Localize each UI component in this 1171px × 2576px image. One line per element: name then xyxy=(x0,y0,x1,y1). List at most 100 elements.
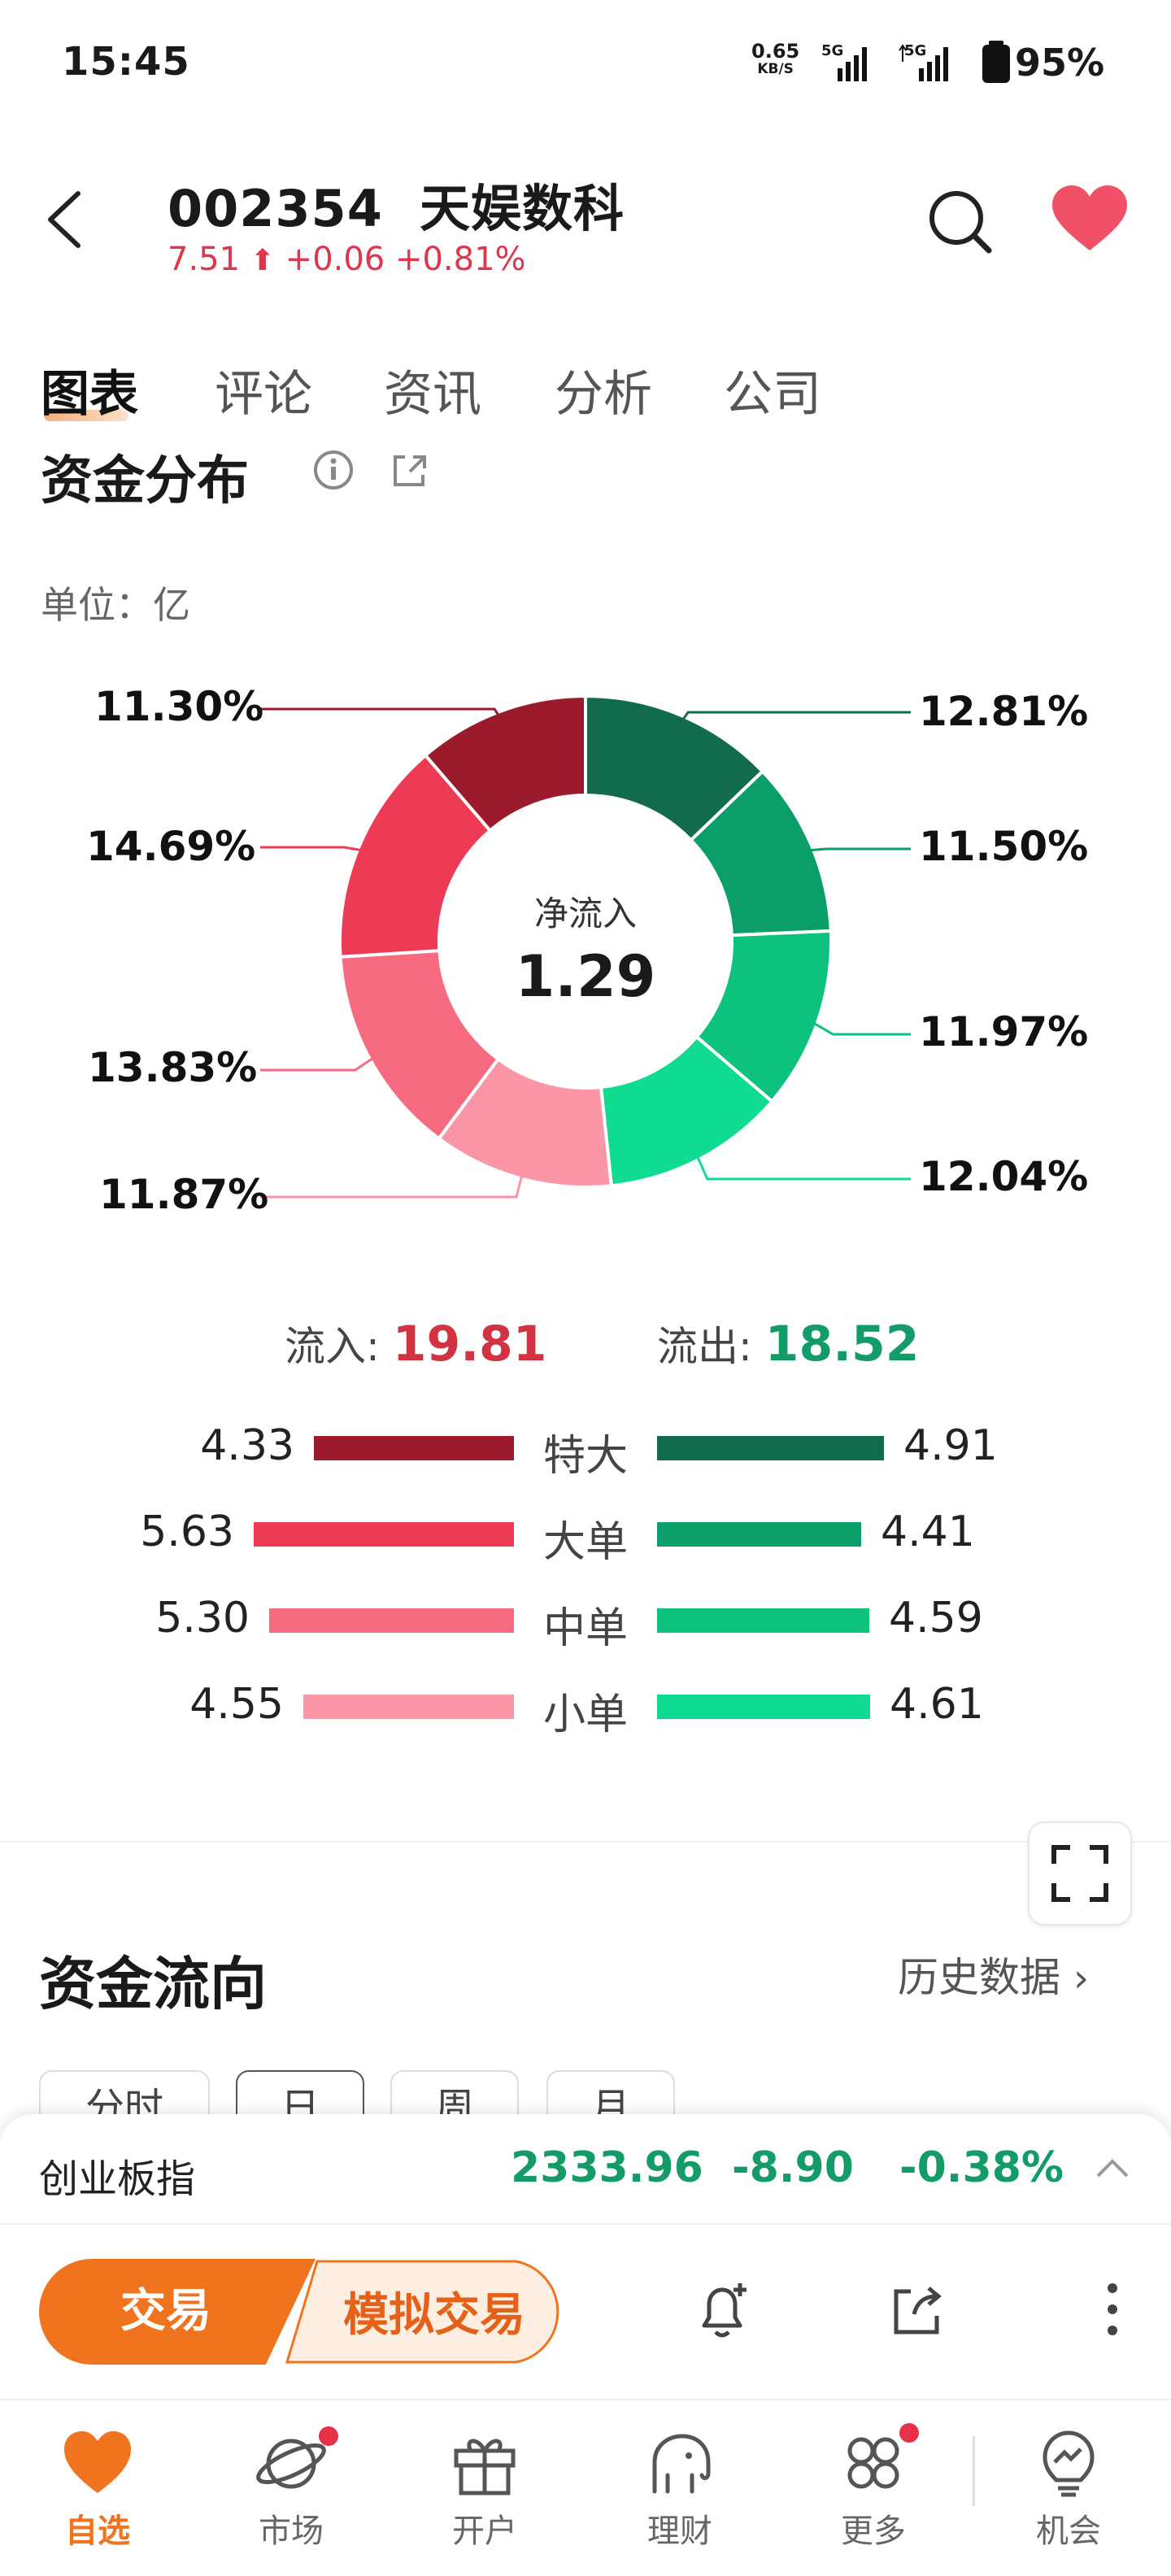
leader-line xyxy=(796,847,911,853)
trade-button[interactable]: 交易 xyxy=(39,2259,316,2365)
nav-more[interactable]: 更多 xyxy=(816,2423,930,2552)
outflow-value-large: 4.41 xyxy=(881,1508,975,1556)
active-tab-indicator xyxy=(44,410,128,421)
net-speed-unit: KB/S xyxy=(757,61,794,77)
info-icon[interactable] xyxy=(312,449,355,494)
sim2-label: 5G xyxy=(904,42,927,59)
nav-label: 开户 xyxy=(452,2513,517,2550)
sim-trade-label: 模拟交易 xyxy=(343,2289,525,2342)
inflow-value: 19.81 xyxy=(392,1316,547,1373)
nav-label: 理财 xyxy=(647,2513,712,2550)
leader-line xyxy=(690,1143,911,1181)
row-label-small: 小单 xyxy=(542,1690,628,1739)
battery-level: 95% xyxy=(1015,41,1105,85)
chevron-right-icon: › xyxy=(1073,1956,1090,2001)
index-change: -8.90 xyxy=(732,2143,854,2192)
index-name[interactable]: 创业板指 xyxy=(39,2156,196,2202)
planet-icon xyxy=(256,2439,326,2489)
net-speed-value: 0.65 xyxy=(751,40,800,63)
stock-code: 002354 xyxy=(168,179,383,238)
nav-label: 机会 xyxy=(1036,2513,1101,2550)
alert-add-button[interactable] xyxy=(693,2278,755,2347)
nav-wealth[interactable]: 理财 xyxy=(623,2426,737,2552)
divider xyxy=(0,2399,1171,2400)
search-button[interactable] xyxy=(925,187,994,259)
favorite-button[interactable] xyxy=(1051,184,1129,257)
tab-chart[interactable]: 图表 xyxy=(41,366,138,423)
leader-line xyxy=(260,1162,527,1199)
net-speed: 0.65 KB/S xyxy=(751,40,800,78)
elephant-icon xyxy=(652,2434,711,2494)
nav-opportunity[interactable]: 机会 xyxy=(1012,2426,1125,2552)
sim-trade-button[interactable] xyxy=(285,2259,569,2365)
heart-icon xyxy=(1052,185,1127,250)
more-options-button[interactable] xyxy=(1096,2280,1129,2345)
grid-icon xyxy=(847,2437,899,2489)
donut-slice xyxy=(338,949,501,1142)
outflow-bar-super xyxy=(657,1436,884,1460)
history-data-label: 历史数据 xyxy=(898,1954,1060,2001)
nav-separator xyxy=(973,2436,975,2506)
leader-line xyxy=(260,1050,385,1072)
inflow-bar-small xyxy=(303,1695,514,1719)
stock-change-pct: +0.81% xyxy=(394,241,526,278)
outflow-label: 流出: xyxy=(657,1323,765,1370)
net-inflow-label: 净流入 xyxy=(533,894,637,933)
inflow-total: 流入: 19.81 xyxy=(285,1314,547,1373)
section-divider xyxy=(0,1841,1171,1843)
inflow-value-super: 4.33 xyxy=(200,1421,294,1470)
leader-line xyxy=(260,846,375,854)
share-icon[interactable] xyxy=(389,449,431,494)
share-button[interactable] xyxy=(886,2278,948,2347)
fullscreen-button[interactable] xyxy=(1028,1821,1132,1925)
stock-price: 7.51 xyxy=(168,241,241,278)
leader-line xyxy=(674,711,911,732)
nav-label: 更多 xyxy=(841,2513,906,2550)
gift-icon xyxy=(454,2439,516,2496)
nav-market[interactable]: 市场 xyxy=(234,2426,348,2552)
back-arrow-icon xyxy=(48,191,81,248)
tab-news[interactable]: 资讯 xyxy=(384,366,481,423)
inflow-value-small: 4.55 xyxy=(189,1680,284,1729)
nav-label: 自选 xyxy=(65,2513,130,2550)
lightbulb-icon xyxy=(1043,2430,1095,2497)
pct-label-inflow-small: 11.87% xyxy=(99,1171,269,1218)
donut-slice xyxy=(423,694,587,833)
more-vertical-icon xyxy=(1108,2283,1117,2335)
pct-label-outflow-small: 12.04% xyxy=(919,1153,1089,1200)
section-title: 资金分布 xyxy=(41,451,249,507)
bell-plus-icon xyxy=(702,2283,747,2338)
nav-open-account[interactable]: 开户 xyxy=(428,2426,542,2552)
share-icon xyxy=(894,2287,942,2334)
row-label-large: 大单 xyxy=(542,1518,628,1567)
outflow-value: 18.52 xyxy=(764,1316,920,1373)
notification-dot xyxy=(899,2423,919,2443)
tab-company[interactable]: 公司 xyxy=(724,366,821,423)
chevron-up-icon[interactable] xyxy=(1093,2153,1132,2186)
leader-line xyxy=(260,707,507,728)
row-label-super: 特大 xyxy=(542,1432,628,1481)
inflow-bar-large xyxy=(254,1522,514,1547)
unit-label: 单位：亿 xyxy=(41,583,190,627)
inflow-bar-super xyxy=(314,1436,514,1460)
inflow-value-large: 5.63 xyxy=(140,1508,234,1556)
back-button[interactable] xyxy=(39,187,88,255)
outflow-value-medium: 4.59 xyxy=(889,1594,983,1643)
outflow-value-super: 4.91 xyxy=(903,1421,998,1470)
tab-analysis[interactable]: 分析 xyxy=(555,366,652,423)
search-icon xyxy=(929,191,992,254)
section-title: 资金流向 xyxy=(39,1951,267,2017)
battery-icon xyxy=(982,41,1010,86)
inflow-bar-medium xyxy=(269,1608,514,1633)
heart-icon xyxy=(64,2431,131,2493)
history-data-link[interactable]: 历史数据 › xyxy=(898,1945,1089,2004)
nav-favorites[interactable]: 自选 xyxy=(41,2426,155,2552)
nav-label: 市场 xyxy=(259,2513,324,2550)
outflow-bar-medium xyxy=(657,1608,869,1633)
net-inflow-value: 1.29 xyxy=(515,943,656,1010)
donut-slice xyxy=(338,753,493,959)
clock: 15:45 xyxy=(62,39,190,85)
sim1-label: 5G xyxy=(821,42,844,59)
tab-comments[interactable]: 评论 xyxy=(215,366,312,423)
index-change-pct: -0.38% xyxy=(899,2143,1064,2192)
